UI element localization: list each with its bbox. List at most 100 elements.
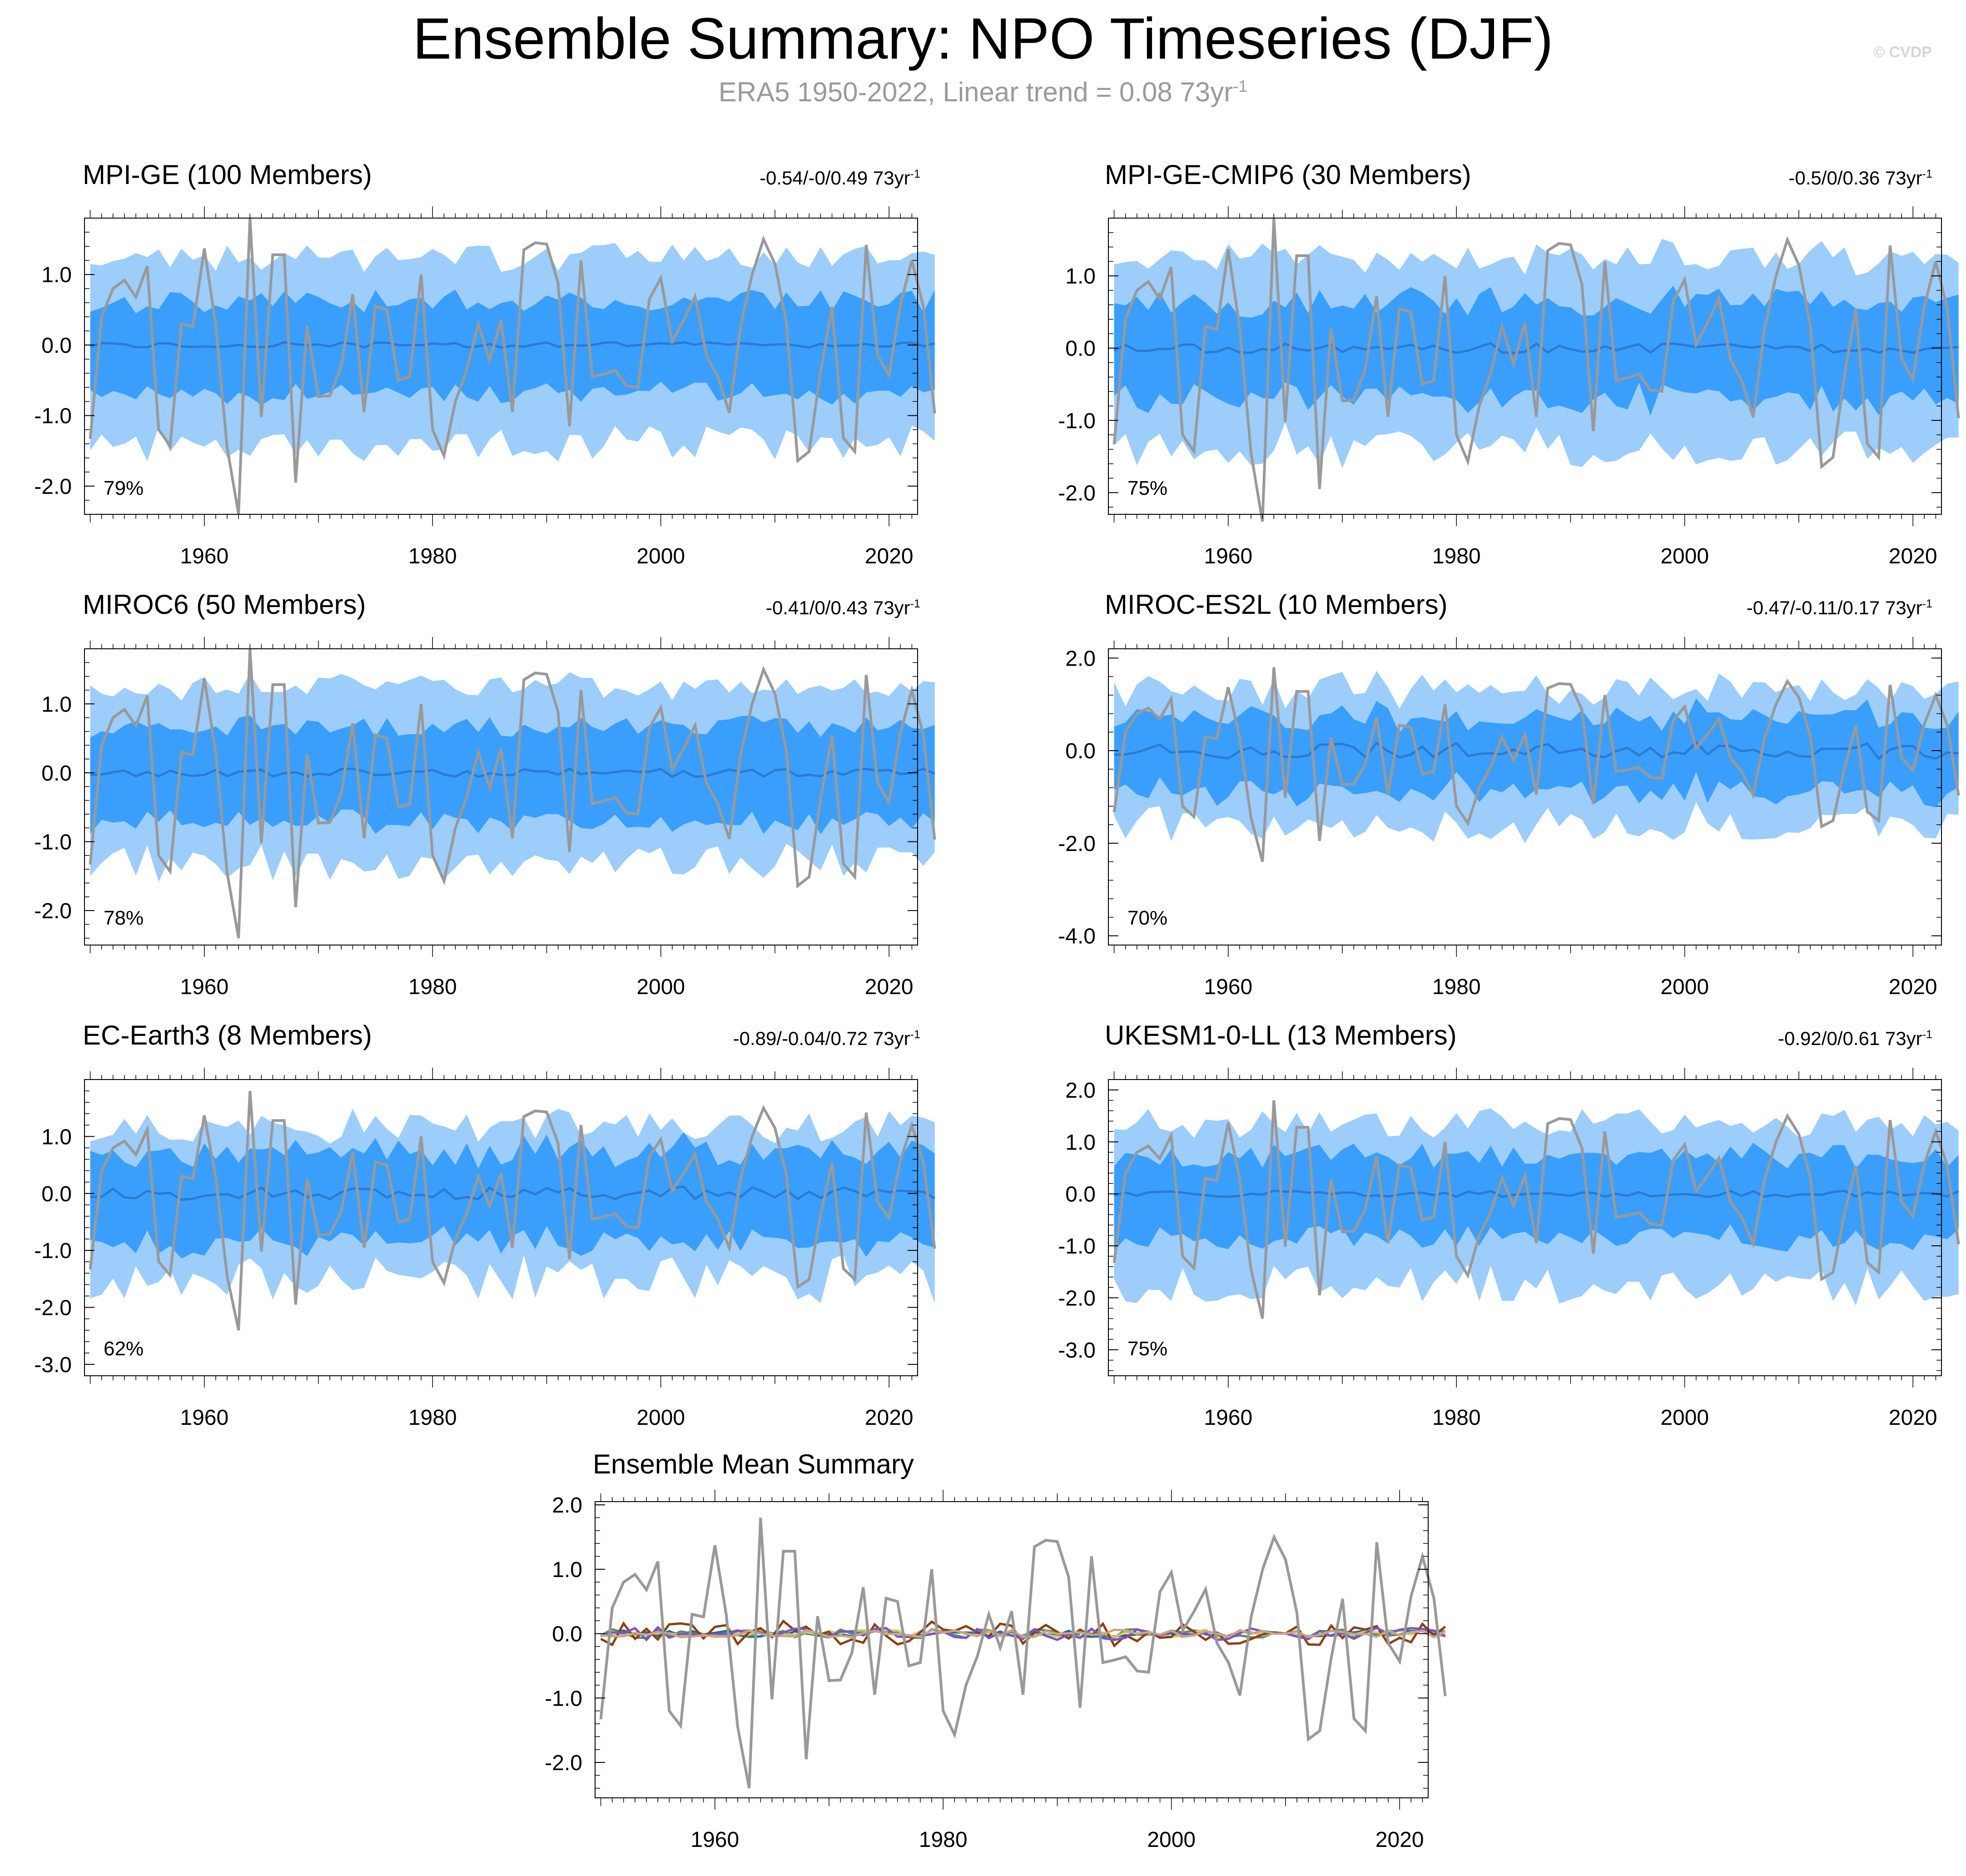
miroc6-xtick-label: 1960 xyxy=(180,975,228,999)
panel-pct-mpi-ge: 79% xyxy=(104,477,144,499)
mean-summary-xtick-label: 2000 xyxy=(1147,1828,1196,1852)
trend-text: -0.5/0/0.36 73yr xyxy=(1788,167,1922,189)
miroc-es2l-ytick-label: -4.0 xyxy=(1058,925,1096,949)
mean-summary-ytick-label: -1.0 xyxy=(545,1687,582,1711)
mpi-ge-cmip6-xtick-label: 2020 xyxy=(1889,544,1937,568)
panel-pct-mpi-ge-cmip6: 75% xyxy=(1127,477,1168,499)
mean-summary-xtick-label: 1980 xyxy=(919,1828,968,1852)
mean-summary-ytick-label: 1.0 xyxy=(552,1558,582,1582)
ukesm1-0-ll-ytick-label: 2.0 xyxy=(1065,1079,1096,1103)
mean-summary-xtick-label: 2020 xyxy=(1375,1828,1424,1852)
mpi-ge-cmip6-xtick-label: 2000 xyxy=(1660,544,1709,568)
ensemble-mean-line-ukesm1-0-ll xyxy=(1114,1189,1959,1199)
mpi-ge-cmip6-ytick-label: 1.0 xyxy=(1065,264,1096,289)
mean-obs-line xyxy=(599,1518,1447,1789)
mean-summary-xtick-label: 1960 xyxy=(690,1828,739,1852)
ukesm1-0-ll-ytick-label: -1.0 xyxy=(1058,1234,1096,1259)
miroc6-ytick-label: 1.0 xyxy=(41,692,72,717)
mpi-ge-ytick-label: 1.0 xyxy=(41,263,72,287)
mean-series-ukesm1-0-ll xyxy=(601,1628,1446,1639)
panel-mean-summary: 2.0 1.0 0.0 -1.0 -2.0 1960 1980 2000 2020 xyxy=(545,1490,1447,1852)
panel-trend-ukesm1-0-ll: -0.92/0/0.61 73yr-1 xyxy=(1587,1028,1932,1050)
miroc6-ytick-label: -1.0 xyxy=(34,831,72,855)
panel-trend-mpi-ge-cmip6: -0.5/0/0.36 73yr-1 xyxy=(1587,167,1932,189)
figure-title: Ensemble Summary: NPO Timeseries (DJF) xyxy=(412,6,1554,71)
trend-text: -0.89/-0.04/0.72 73yr xyxy=(733,1028,910,1049)
mpi-ge-cmip6-xtick-label: 1980 xyxy=(1432,544,1481,568)
panel-ukesm1-0-ll: 2.0 1.0 0.0 -1.0 -2.0 -3.0 1960 1980 2000 2020 xyxy=(1058,1068,1960,1430)
ukesm1-0-ll-xtick-label: 1960 xyxy=(1204,1406,1252,1430)
mpi-ge-cmip6-ytick-label: -1.0 xyxy=(1058,409,1096,433)
panel-title-ukesm1-0-ll: UKESM1-0-LL (13 Members) xyxy=(1105,1020,1457,1050)
panel-ec-earth3: 1.0 0.0 -1.0 -2.0 -3.0 1960 1980 2000 2020 xyxy=(34,1068,936,1430)
obs-line-ukesm1-0-ll xyxy=(1112,1100,1960,1319)
ensemble-mean-line-miroc-es2l xyxy=(1114,741,1959,761)
ec-earth3-ytick-label: -1.0 xyxy=(34,1239,72,1263)
panel-mpi-ge: 1.0 0.0 -1.0 -2.0 1960 1980 2000 2020 xyxy=(34,206,936,568)
panel-pct-miroc-es2l: 70% xyxy=(1127,907,1168,929)
subtitle-text: ERA5 1950-2022, Linear trend = 0.08 73yr xyxy=(718,77,1233,107)
mean-summary-title: Ensemble Mean Summary xyxy=(593,1449,914,1479)
obs-line-ec-earth3 xyxy=(89,1090,936,1331)
ensemble-mean-line-mpi-ge xyxy=(89,341,935,349)
mpi-ge-xtick-label: 2020 xyxy=(865,544,913,568)
ec-earth3-xtick-label: 1960 xyxy=(180,1406,228,1430)
ec-earth3-xtick-label: 1980 xyxy=(408,1406,457,1430)
panel-trend-miroc6: -0.41/0/0.43 73yr-1 xyxy=(575,597,920,619)
trend-sup: -1 xyxy=(910,1028,920,1041)
miroc6-xtick-label: 2000 xyxy=(636,975,685,999)
ukesm1-0-ll-ytick-label: 0.0 xyxy=(1065,1183,1096,1207)
mpi-ge-cmip6-xtick-label: 1960 xyxy=(1204,544,1252,568)
panel-title-miroc6: MIROC6 (50 Members) xyxy=(83,589,366,620)
miroc-es2l-xtick-label: 1960 xyxy=(1204,975,1252,999)
ensemble-mean-line-miroc6 xyxy=(90,767,935,778)
mpi-ge-xtick-label: 1980 xyxy=(408,544,457,568)
miroc6-xtick-label: 2020 xyxy=(865,975,913,999)
ukesm1-0-ll-xtick-label: 1980 xyxy=(1432,1406,1481,1430)
trend-sup: -1 xyxy=(910,168,920,180)
miroc6-ytick-label: 0.0 xyxy=(41,761,72,786)
ukesm1-0-ll-ytick-label: -2.0 xyxy=(1058,1286,1096,1310)
ukesm1-0-ll-ytick-label: 1.0 xyxy=(1065,1130,1096,1154)
ec-earth3-xtick-label: 2020 xyxy=(865,1406,913,1430)
ec-earth3-ytick-label: -3.0 xyxy=(34,1353,72,1377)
figure-subtitle: ERA5 1950-2022, Linear trend = 0.08 73yr… xyxy=(0,76,1966,108)
obs-line-miroc-es2l xyxy=(1112,667,1960,862)
panel-title-mpi-ge-cmip6: MPI-GE-CMIP6 (30 Members) xyxy=(1105,159,1471,190)
panel-pct-miroc6: 78% xyxy=(104,907,144,929)
obs-line-miroc6 xyxy=(89,648,936,939)
mpi-ge-ytick-label: 0.0 xyxy=(41,333,72,358)
ensemble-mean-line-ec-earth3 xyxy=(90,1185,935,1201)
miroc-es2l-ytick-label: 0.0 xyxy=(1065,739,1096,763)
panel-trend-mpi-ge: -0.54/-0/0.49 73yr-1 xyxy=(575,167,920,189)
mean-series-ec-earth3 xyxy=(600,1626,1446,1642)
trend-sup: -1 xyxy=(1922,168,1932,180)
mpi-ge-xtick-label: 2000 xyxy=(636,544,685,568)
mpi-ge-xtick-label: 1960 xyxy=(180,544,228,568)
obs-line-mpi-ge-cmip6 xyxy=(1112,218,1960,522)
subtitle-sup: -1 xyxy=(1233,77,1248,95)
trend-sup: -1 xyxy=(1922,1028,1932,1041)
panel-title-ec-earth3: EC-Earth3 (8 Members) xyxy=(83,1020,372,1050)
panel-title-miroc-es2l: MIROC-ES2L (10 Members) xyxy=(1105,589,1448,620)
miroc-es2l-xtick-label: 1980 xyxy=(1432,975,1481,999)
mean-summary-ytick-label: 2.0 xyxy=(552,1493,582,1518)
panel-pct-ukesm1-0-ll: 75% xyxy=(1127,1338,1168,1360)
mpi-ge-ytick-label: -1.0 xyxy=(34,404,72,428)
panel-title-mpi-ge: MPI-GE (100 Members) xyxy=(83,159,372,190)
trend-text: -0.92/0/0.61 73yr xyxy=(1778,1028,1922,1049)
mpi-ge-ytick-label: -2.0 xyxy=(34,475,72,499)
trend-text: -0.41/0/0.43 73yr xyxy=(766,597,910,618)
ukesm1-0-ll-ytick-label: -3.0 xyxy=(1058,1339,1096,1363)
panel-trend-ec-earth3: -0.89/-0.04/0.72 73yr-1 xyxy=(575,1028,920,1050)
inner-band-mpi-ge-cmip6 xyxy=(1114,285,1959,416)
ec-earth3-ytick-label: -2.0 xyxy=(34,1296,72,1320)
trend-sup: -1 xyxy=(1922,597,1932,610)
miroc6-xtick-label: 1980 xyxy=(408,975,457,999)
inner-band-mpi-ge xyxy=(90,289,935,405)
mean-summary-ytick-label: -2.0 xyxy=(545,1751,582,1775)
ukesm1-0-ll-xtick-label: 2020 xyxy=(1889,1406,1937,1430)
panel-trend-miroc-es2l: -0.47/-0.11/0.17 73yr-1 xyxy=(1587,597,1932,619)
ec-earth3-ytick-label: 1.0 xyxy=(41,1125,72,1149)
